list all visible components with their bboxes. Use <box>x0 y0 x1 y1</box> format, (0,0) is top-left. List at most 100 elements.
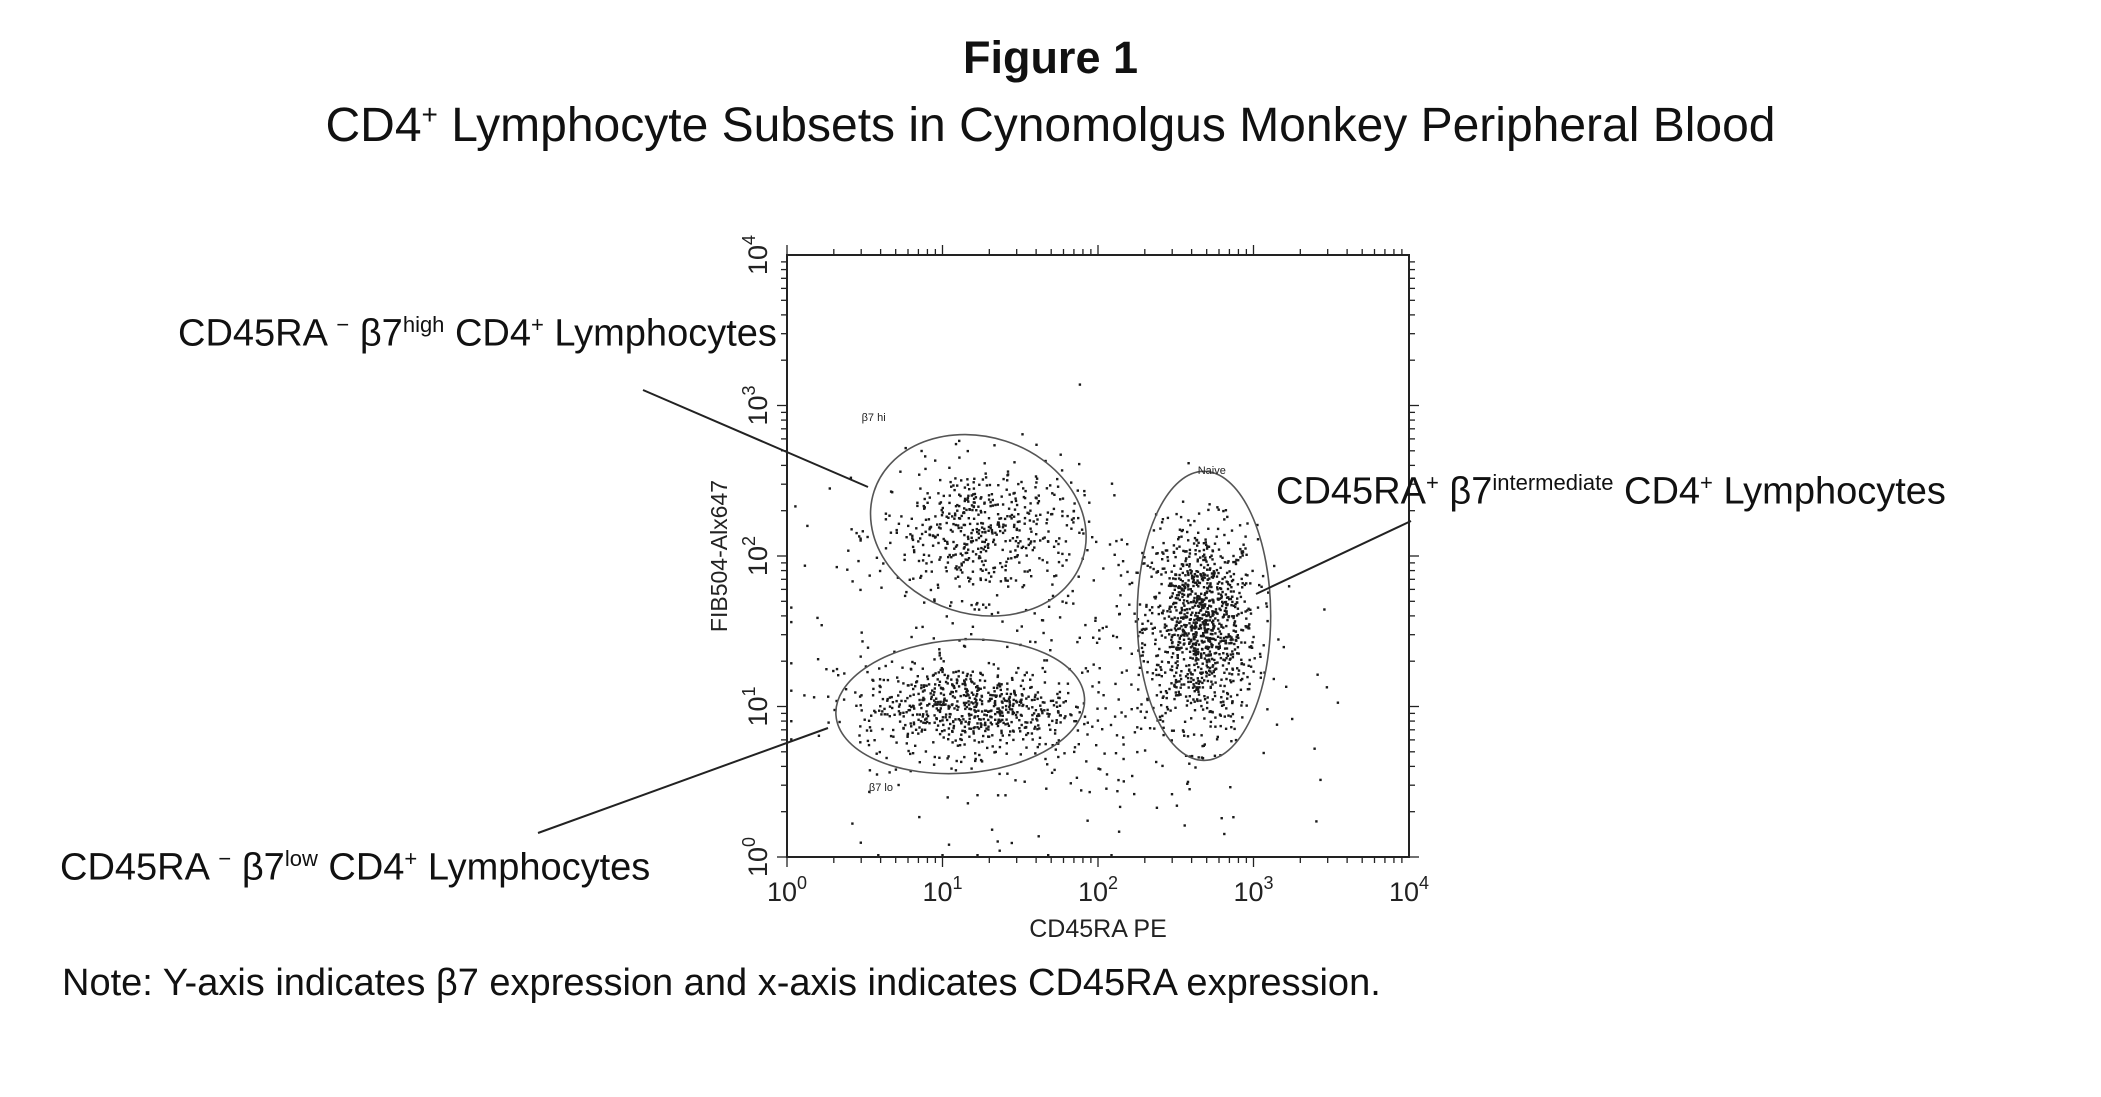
scatter-point <box>868 574 871 577</box>
scatter-point <box>1011 729 1015 732</box>
scatter-point <box>1163 617 1166 620</box>
scatter-point <box>851 580 854 583</box>
scatter-point <box>926 675 929 678</box>
scatter-point <box>985 484 989 487</box>
scatter-point <box>1181 500 1185 503</box>
scatter-point <box>1174 573 1177 576</box>
scatter-point <box>1170 635 1174 639</box>
scatter-point <box>855 531 858 535</box>
scatter-point <box>939 527 942 530</box>
scatter-point <box>1186 611 1189 615</box>
scatter-point <box>940 730 944 733</box>
scatter-point <box>960 760 963 764</box>
scatter-point <box>1188 642 1191 645</box>
scatter-point <box>1164 549 1168 552</box>
scatter-point <box>884 664 887 668</box>
scatter-point <box>937 586 940 589</box>
scatter-point <box>1216 586 1219 589</box>
scatter-point <box>1237 652 1240 655</box>
scatter-point <box>1017 482 1020 486</box>
scatter-point <box>1192 577 1195 580</box>
scatter-point <box>1162 552 1165 555</box>
scatter-point <box>1189 638 1193 641</box>
scatter-point <box>1213 542 1217 545</box>
scatter-point <box>983 679 987 683</box>
scatter-point <box>897 694 900 697</box>
scatter-point <box>936 583 940 586</box>
scatter-point <box>1194 614 1197 617</box>
scatter-point <box>1189 656 1192 659</box>
scatter-point <box>911 752 915 755</box>
scatter-point <box>963 546 966 549</box>
scatter-point <box>946 757 949 760</box>
scatter-point <box>1166 708 1170 711</box>
scatter-point <box>904 723 907 727</box>
scatter-point <box>963 704 966 707</box>
scatter-point <box>1044 757 1047 761</box>
scatter-point <box>1014 694 1017 697</box>
scatter-point <box>1185 624 1188 627</box>
scatter-point <box>977 505 980 508</box>
scatter-point <box>950 556 953 559</box>
scatter-point <box>1006 772 1009 775</box>
scatter-point <box>1190 754 1194 758</box>
scatter-point <box>1188 695 1191 698</box>
scatter-point <box>1060 469 1064 472</box>
scatter-point <box>1120 538 1123 541</box>
scatter-point <box>1217 571 1220 575</box>
scatter-point <box>909 752 912 756</box>
scatter-point <box>1209 685 1212 689</box>
scatter-point <box>972 517 976 520</box>
scatter-point <box>954 514 957 517</box>
scatter-point <box>1144 613 1147 617</box>
scatter-point <box>1193 663 1196 667</box>
scatter-point <box>1221 664 1225 667</box>
scatter-point <box>999 688 1002 692</box>
scatter-point <box>1198 624 1202 628</box>
scatter-point <box>1187 579 1190 582</box>
scatter-point <box>1200 577 1204 581</box>
scatter-point <box>860 631 863 634</box>
scatter-point <box>977 709 980 712</box>
scatter-point <box>1186 572 1190 575</box>
scatter-point <box>1064 715 1067 718</box>
scatter-point <box>1054 748 1057 751</box>
scatter-point <box>1236 652 1239 655</box>
scatter-point <box>1061 552 1064 556</box>
scatter-point <box>892 728 895 732</box>
scatter-point <box>990 612 994 616</box>
scatter-point <box>1171 652 1175 655</box>
scatter-point <box>1218 645 1221 648</box>
scatter-point <box>1081 671 1084 674</box>
scatter-point <box>936 703 939 706</box>
scatter-point <box>1002 697 1006 700</box>
scatter-point <box>1197 541 1200 544</box>
scatter-point <box>1036 518 1039 521</box>
scatter-point <box>1225 613 1228 616</box>
scatter-point <box>866 739 870 743</box>
scatter-point <box>1212 619 1215 622</box>
scatter-point <box>952 720 955 723</box>
scatter-point <box>933 699 936 702</box>
scatter-point <box>945 515 948 518</box>
scatter-point <box>967 721 970 725</box>
scatter-point <box>931 689 934 692</box>
scatter-point <box>1232 616 1235 620</box>
scatter-point <box>1105 773 1109 776</box>
scatter-point <box>1199 699 1202 702</box>
scatter-point <box>989 693 992 697</box>
scatter-point <box>968 580 971 583</box>
scatter-point <box>1181 564 1185 568</box>
scatter-point <box>1177 536 1181 539</box>
scatter-point <box>996 684 999 687</box>
scatter-point <box>1080 528 1084 531</box>
scatter-point <box>996 686 999 690</box>
scatter-point <box>1004 704 1008 708</box>
scatter-point <box>912 577 915 580</box>
scatter-point <box>950 601 953 604</box>
scatter-point <box>1021 679 1024 682</box>
scatter-point <box>1208 599 1211 603</box>
scatter-point <box>950 690 953 694</box>
scatter-point <box>1049 699 1053 703</box>
scatter-point <box>1169 610 1172 613</box>
